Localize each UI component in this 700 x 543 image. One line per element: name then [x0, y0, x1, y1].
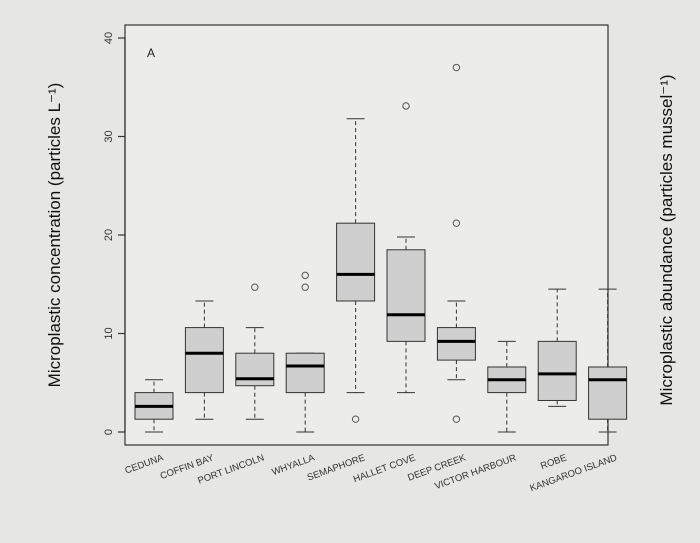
y-tick-label: 10 [103, 327, 115, 339]
box-iqr [285, 352, 325, 394]
box-ceduna [134, 379, 174, 433]
box-coffin-bay [184, 300, 224, 420]
y-axis-title-right: Microplastic abundance (particles mussel… [657, 74, 676, 405]
box-iqr [235, 352, 275, 387]
box-whyalla [285, 271, 325, 433]
box-hallet-cove [386, 102, 426, 394]
box-robe [537, 288, 577, 407]
box-iqr [436, 327, 476, 361]
box-semaphore [336, 118, 376, 423]
y-axis-title-left: Microplastic concentration (particles L⁻… [45, 83, 64, 388]
x-category-label: KANGAROO ISLAND [529, 452, 619, 494]
panel-label: A [147, 46, 155, 60]
outlier-point [301, 283, 309, 291]
box-deep-creek [436, 63, 476, 423]
box-iqr [588, 366, 628, 420]
box-iqr [336, 222, 376, 302]
box-port-lincoln [235, 283, 275, 420]
box-iqr [537, 340, 577, 401]
y-tick-label: 30 [103, 130, 115, 142]
box-kangaroo-island [588, 288, 628, 433]
y-tick-label: 20 [103, 229, 115, 241]
y-tick-label: 40 [103, 32, 115, 44]
outlier-point [351, 415, 360, 423]
outlier-point [301, 271, 309, 280]
y-tick-label: 0 [103, 429, 115, 435]
outlier-point [402, 102, 410, 110]
outlier-point [452, 415, 461, 423]
box-series [134, 63, 628, 433]
outlier-point [452, 63, 461, 72]
outlier-point [452, 219, 461, 227]
box-iqr [386, 249, 426, 342]
x-category-label: ROBE [539, 452, 568, 472]
box-iqr [184, 327, 224, 394]
box-victor-harbour [487, 340, 527, 433]
y-axis: 0 10 20 30 40 [103, 32, 126, 435]
outlier-point [251, 283, 259, 291]
